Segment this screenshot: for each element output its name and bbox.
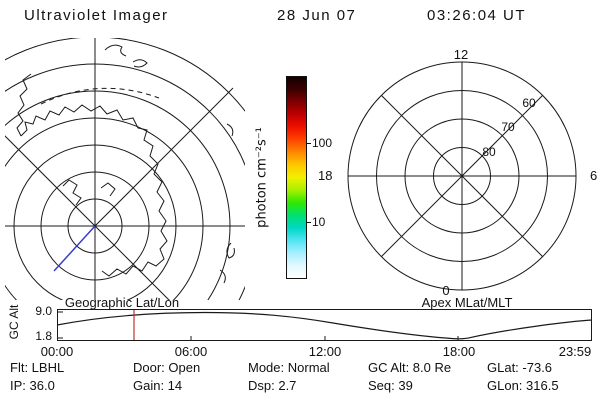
- status-dsp: Dsp: 2.7: [248, 378, 297, 393]
- status-gain: Gain: 14: [133, 378, 183, 393]
- colorbar-tick-10: 10: [312, 215, 326, 229]
- time-label: 03:26:04 UT: [427, 7, 527, 24]
- y-min-label: 1.8: [35, 329, 52, 343]
- altitude-strip-chart: [57, 309, 592, 341]
- status-gcalt: GC Alt: 8.0 Re: [368, 360, 452, 375]
- status-door: Door: Open: [133, 360, 201, 375]
- x-tick-1800: 18:00: [442, 344, 476, 359]
- apex-plot: 12 18 6 0 60 70 80: [318, 47, 597, 298]
- status-glat: GLat: -73.6: [487, 360, 553, 375]
- status-glon: GLon: 316.5: [487, 378, 559, 393]
- coastline: [16, 44, 235, 284]
- mlt-label-0: 0: [442, 283, 449, 298]
- altitude-curve: [57, 311, 592, 340]
- colorbar-unit-label: photon cm⁻²s⁻¹: [254, 127, 270, 228]
- x-tick-1200: 12:00: [308, 344, 342, 359]
- x-tick-0600: 06:00: [174, 344, 208, 359]
- y-max-label: 9.0: [35, 304, 52, 318]
- app-title: Ultraviolet Imager: [24, 7, 169, 24]
- apex-plot-caption: Apex MLat/MLT: [421, 295, 513, 310]
- mlat-label-60: 60: [522, 96, 536, 110]
- strip-chart-border: [57, 309, 592, 341]
- date-label: 28 Jun 07: [277, 7, 357, 24]
- blue-meridian-line: [53, 225, 96, 272]
- latitude-circles: [5, 38, 245, 300]
- status-seq: Seq: 39: [368, 378, 413, 393]
- status-ip: IP: 36.0: [10, 378, 55, 393]
- colorbar-tickmark-100: [306, 143, 311, 144]
- mlat-label-70: 70: [501, 120, 515, 134]
- mlt-spokes: [348, 62, 576, 290]
- status-row-2: IP: 36.0 Gain: 14 Dsp: 2.7 Seq: 39 GLon:…: [0, 378, 600, 394]
- geo-plot-caption: Geographic Lat/Lon: [64, 295, 180, 310]
- mlt-label-12: 12: [454, 47, 468, 62]
- mlt-label-18: 18: [318, 168, 332, 183]
- status-flt: Flt: LBHL: [10, 360, 65, 375]
- status-mode: Mode: Normal: [248, 360, 330, 375]
- colorbar-gradient: [286, 76, 307, 279]
- gc-alt-axis-label: GC Alt: [7, 304, 21, 340]
- x-tick-0000: 00:00: [40, 344, 74, 359]
- status-row-1: Flt: LBHL Door: Open Mode: Normal GC Alt…: [0, 360, 600, 376]
- strip-chart-ticks: [58, 311, 459, 340]
- mlt-label-6: 6: [590, 168, 597, 183]
- colorbar-tickmark-10: [306, 222, 311, 223]
- mlat-label-80: 80: [482, 145, 496, 159]
- geographic-plot: [5, 38, 245, 300]
- meridian-lines: [5, 38, 245, 300]
- colorbar-tick-100: 100: [312, 136, 333, 150]
- x-tick-2359: 23:59: [558, 344, 592, 359]
